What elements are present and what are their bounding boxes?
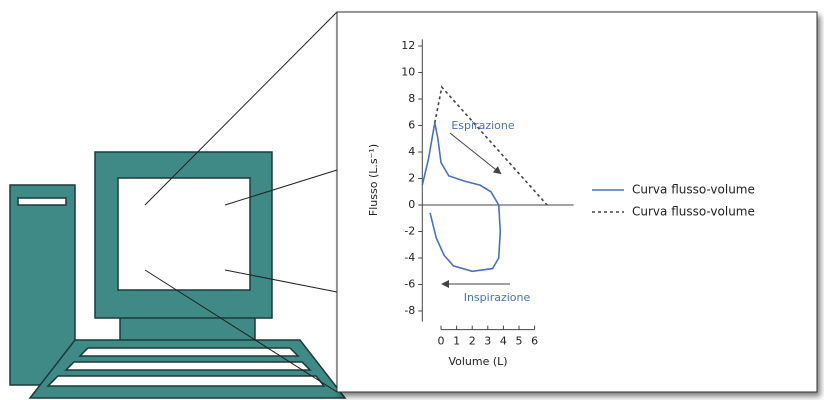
y-tick-label: 4 (408, 145, 415, 158)
x-tick-label: 0 (438, 335, 445, 348)
drive (18, 198, 66, 205)
legend-label: Curva flusso-volume (632, 205, 755, 219)
annotation: Inspirazione (464, 291, 531, 304)
y-tick-label: 10 (401, 66, 415, 79)
x-tick-label: 6 (531, 335, 538, 348)
x-tick-label: 2 (469, 335, 476, 348)
stand (120, 316, 255, 342)
y-tick-label: 0 (408, 198, 415, 211)
y-tick-label: 8 (408, 92, 415, 105)
computer (10, 152, 345, 398)
y-axis-label: Flusso (L.s⁻¹) (367, 144, 380, 216)
x-tick-label: 5 (516, 335, 523, 348)
legend-label: Curva flusso-volume (632, 183, 755, 197)
y-tick-label: -2 (404, 225, 415, 238)
annotation: Espirazione (451, 119, 515, 132)
x-tick-label: 4 (500, 335, 507, 348)
x-axis-label: Volume (L) (448, 355, 507, 368)
y-tick-label: -8 (404, 304, 415, 317)
screen (118, 178, 250, 290)
y-tick-label: -4 (404, 251, 415, 264)
y-tick-label: 12 (401, 39, 415, 52)
x-tick-label: 3 (484, 335, 491, 348)
y-tick-label: 6 (408, 119, 415, 132)
keys (48, 348, 324, 386)
y-tick-label: 2 (408, 172, 415, 185)
scene: Volume (L) Flusso (L.s⁻¹) -8 -6 -4 -2 0 2 4 6 8 1… (0, 0, 824, 400)
x-tick-label: 1 (453, 335, 460, 348)
y-tick-label: -6 (404, 278, 415, 291)
